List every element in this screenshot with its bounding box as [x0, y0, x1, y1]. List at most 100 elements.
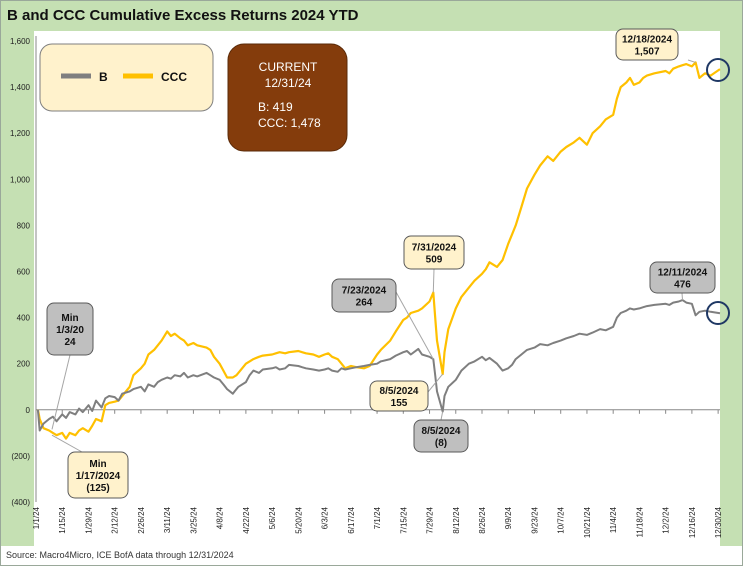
callout-text: (8) — [435, 438, 447, 449]
left-panel — [1, 31, 34, 546]
callout-box — [649, 261, 716, 294]
x-tick-label: 12/30/24 — [714, 506, 723, 538]
callout-text: 1,507 — [634, 47, 659, 58]
x-tick-label: 8/12/24 — [452, 506, 461, 533]
x-tick-label: 4/22/24 — [242, 506, 251, 533]
current-box: CURRENT 12/31/24 B: 419 CCC: 1,478 — [227, 43, 348, 152]
legend: B CCC — [39, 43, 214, 112]
callout-box — [369, 380, 429, 412]
series-line-b — [36, 299, 721, 432]
callout-box — [615, 28, 679, 61]
callout-text: 12/18/2024 — [622, 35, 672, 46]
x-tick-label: 2/12/24 — [111, 506, 120, 533]
callout-text: 264 — [356, 298, 373, 309]
callout-text: 476 — [674, 280, 691, 291]
ccc-end-circle — [706, 58, 730, 82]
x-tick-label: 4/8/24 — [216, 506, 225, 529]
current-line-4: CCC: 1,478 — [258, 116, 321, 130]
callout-box — [331, 278, 397, 313]
callout-text: 155 — [391, 398, 408, 409]
x-tick-label: 3/11/24 — [163, 506, 172, 533]
callout-leader — [687, 59, 696, 63]
x-tick-label: 12/16/24 — [688, 506, 697, 538]
callout-text: 509 — [426, 255, 443, 266]
x-tick-label: 5/20/24 — [294, 506, 303, 533]
right-panel — [720, 31, 742, 546]
y-tick-label: 600 — [17, 268, 31, 277]
callout-text: 7/23/2024 — [342, 286, 387, 297]
callout-box — [46, 302, 94, 356]
chart-title: B and CCC Cumulative Excess Returns 2024… — [7, 7, 359, 24]
callout-box — [67, 451, 129, 499]
x-tick-label: 10/7/24 — [557, 506, 566, 533]
callout-leader — [51, 434, 83, 453]
callout-text: 12/11/2024 — [658, 268, 708, 279]
legend-ccc-label: CCC — [161, 70, 187, 84]
x-tick-label: 6/17/24 — [347, 506, 356, 533]
callout-box — [403, 235, 465, 270]
callout-text: 8/5/2024 — [422, 426, 461, 437]
x-tick-label: 7/1/24 — [373, 506, 382, 529]
title-bar: B and CCC Cumulative Excess Returns 2024… — [1, 1, 742, 31]
x-tick-label: 10/21/24 — [583, 506, 592, 538]
b-end-circle — [706, 301, 730, 325]
y-tick-label: 800 — [17, 221, 31, 230]
callout-layer: Min1/3/2024Min1/17/2024(125)7/23/2024264… — [46, 28, 716, 499]
x-tick-label: 11/18/24 — [635, 506, 644, 537]
y-tick-label: 1,000 — [10, 175, 31, 184]
callout-b-0805: 8/5/2024(8) — [413, 411, 469, 453]
callout-text: 24 — [64, 337, 76, 348]
x-tick-label: 2/26/24 — [137, 506, 146, 533]
axes: (400) (200) 0 200 400 600 800 1,000 1,200 1,400 1,… — [10, 36, 723, 538]
callout-leader — [395, 291, 434, 360]
y-tick-label: 400 — [17, 314, 31, 323]
x-tick-label: 1/15/24 — [58, 506, 67, 533]
callout-leader — [681, 292, 684, 301]
legend-b-label: B — [99, 70, 108, 84]
y-tick-label: (400) — [11, 498, 30, 507]
y-tick-label: 1,400 — [10, 83, 31, 92]
y-tick-label: 1,600 — [10, 37, 31, 46]
callout-text: 8/5/2024 — [380, 386, 419, 397]
x-tick-label: 11/4/24 — [609, 506, 618, 533]
y-tick-label: 200 — [17, 360, 31, 369]
x-tick-label: 7/15/24 — [399, 506, 408, 533]
x-tick-label: 1/1/24 — [32, 506, 41, 529]
current-line-1: CURRENT — [259, 60, 318, 74]
current-line-3: B: 419 — [258, 100, 293, 114]
current-box-bg — [227, 43, 348, 152]
callout-box — [413, 419, 469, 453]
x-tick-label: 9/9/24 — [504, 506, 513, 529]
source-note: Source: Macro4Micro, ICE BofA data throu… — [6, 550, 234, 560]
x-tick-label: 1/29/24 — [84, 506, 93, 533]
x-tick-label: 7/29/24 — [426, 506, 435, 533]
callout-leader — [51, 354, 71, 430]
y-tick-label: (200) — [11, 452, 30, 461]
callout-text: 1/3/20 — [56, 325, 84, 336]
x-tick-label: 12/2/24 — [662, 506, 671, 533]
current-line-2: 12/31/24 — [265, 76, 312, 90]
x-tick-label: 3/25/24 — [189, 506, 198, 533]
x-tick-label: 5/6/24 — [268, 506, 277, 529]
x-tick-label: 9/23/24 — [530, 506, 539, 533]
callout-text: 1/17/2024 — [76, 471, 121, 482]
y-tick-label: 1,200 — [10, 129, 31, 138]
callout-text: (125) — [86, 483, 109, 494]
callout-leader — [427, 373, 444, 393]
callout-leader — [440, 411, 444, 421]
series-layer — [36, 61, 721, 440]
callout-text: Min — [89, 459, 106, 470]
callout-leader — [432, 268, 435, 293]
x-tick-label: 6/3/24 — [321, 506, 330, 529]
x-tick-label: 8/26/24 — [478, 506, 487, 533]
y-tick-label: 0 — [26, 406, 31, 415]
callout-text: Min — [61, 313, 78, 324]
